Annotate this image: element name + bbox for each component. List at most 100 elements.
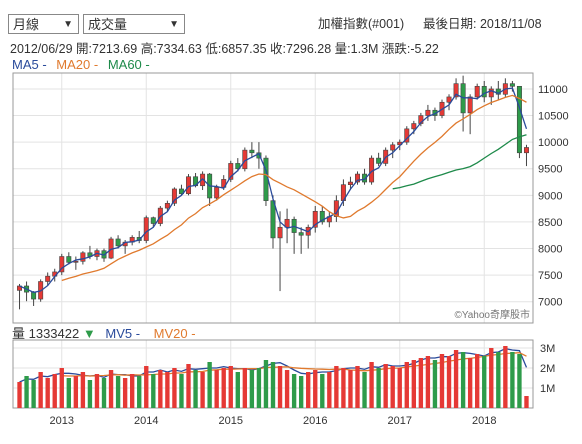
- volume-bar: [369, 362, 374, 408]
- candle-body: [270, 200, 276, 239]
- price-tick-label: 7500: [538, 270, 562, 282]
- candle-body: [298, 232, 304, 236]
- volume-bar: [284, 370, 290, 408]
- legend-mv5: MV5 -: [105, 326, 141, 341]
- x-tick-label: 2015: [219, 415, 243, 427]
- volume-bar: [496, 352, 501, 408]
- candle-body: [164, 203, 170, 209]
- volume-bar: [158, 370, 163, 408]
- volume-bar: [214, 370, 219, 408]
- candle-body: [509, 83, 515, 87]
- volume-bar: [355, 366, 360, 408]
- volume-bar: [376, 368, 381, 408]
- volume-bar: [249, 370, 255, 408]
- candle-body: [277, 226, 283, 239]
- candle-body: [284, 218, 290, 228]
- chevron-down-icon: ▼: [169, 19, 179, 30]
- candle-body: [263, 157, 269, 201]
- volume-bar: [503, 346, 508, 408]
- volume-bar: [151, 374, 156, 408]
- volume-bar: [510, 352, 515, 408]
- volume-bars: [17, 346, 529, 408]
- volume-bar: [460, 352, 466, 408]
- volume-bar: [94, 374, 100, 408]
- volume-bar: [122, 378, 128, 408]
- price-tick-label: 9000: [538, 190, 562, 202]
- chevron-down-icon: ▼: [63, 19, 73, 30]
- price-tick-label: 11000: [538, 84, 568, 96]
- readout-date: 2012/06/29: [10, 42, 73, 56]
- candle-body: [376, 157, 382, 164]
- volume-bar: [80, 372, 86, 408]
- candle-body: [355, 173, 360, 183]
- candle-body: [66, 256, 72, 263]
- volume-bar: [439, 354, 445, 408]
- x-tick-label: 2018: [472, 415, 496, 427]
- volume-bar: [87, 380, 93, 408]
- legend-ma20: MA20 -: [56, 57, 99, 72]
- candle-body: [45, 275, 51, 282]
- readout-open: 開:7213.69: [76, 42, 138, 56]
- candle-body: [80, 252, 86, 262]
- volume-bar: [256, 368, 262, 408]
- volume-bar: [390, 366, 395, 408]
- price-panel-frame: [12, 72, 534, 324]
- volume-bar: [221, 368, 226, 408]
- indicator-select[interactable]: 成交量 ▼: [83, 14, 185, 34]
- x-tick-label: 2014: [134, 415, 158, 427]
- volume-bar: [193, 370, 198, 408]
- period-select[interactable]: 月線 ▼: [8, 14, 79, 34]
- volume-bar: [242, 368, 248, 408]
- volume-bar: [404, 362, 409, 408]
- volume-bar: [17, 382, 22, 408]
- ma5-line: [19, 87, 528, 294]
- candle-body: [362, 173, 368, 183]
- legend-ma5: MA5 -: [12, 57, 47, 72]
- candle-body: [228, 163, 234, 180]
- price-tick-label: 8000: [538, 244, 562, 256]
- candle-body: [143, 217, 149, 241]
- volume-bar: [73, 376, 79, 408]
- readout-volume: 量:1.3M: [334, 42, 379, 56]
- down-arrow-icon: ▼: [82, 326, 96, 341]
- price-tick-label: 9500: [538, 164, 562, 176]
- candle-body: [186, 176, 191, 195]
- candle-body: [150, 217, 156, 224]
- ma-legend: MA5 - MA20 - MA60 -: [12, 57, 156, 72]
- volume-bar: [432, 360, 438, 408]
- index-name: 加權指數(#001): [318, 17, 405, 31]
- volume-bar: [101, 378, 107, 408]
- volume-bar: [59, 368, 64, 408]
- candle-body: [523, 147, 529, 154]
- volume-tick-label: 3M: [540, 343, 555, 355]
- candles: [17, 75, 529, 310]
- volume-bar: [418, 358, 424, 408]
- x-tick-label: 2013: [50, 415, 74, 427]
- volume-bar: [298, 376, 304, 408]
- volume-bar: [383, 364, 388, 408]
- volume-bar: [362, 372, 367, 408]
- candle-body: [200, 173, 206, 187]
- readout-high: 高:7334.63: [140, 42, 202, 56]
- volume-tick-label: 1M: [540, 383, 555, 395]
- volume-bar: [482, 356, 487, 408]
- volume-bar: [291, 374, 297, 408]
- volume-bar: [397, 368, 402, 408]
- volume-bar: [334, 366, 339, 408]
- readout-close: 收:7296.28: [270, 42, 332, 56]
- volume-bar: [475, 354, 480, 408]
- readout-change: 漲跌:-5.22: [381, 42, 439, 56]
- volume-bar: [348, 370, 353, 408]
- volume-bar: [327, 372, 332, 408]
- candle-body: [516, 85, 522, 154]
- volume-bar: [313, 370, 318, 408]
- volume-legend: 量 1333422 ▼ MV5 - MV20 -: [12, 323, 196, 342]
- volume-bar: [207, 362, 212, 408]
- axes: 2013 2014 2015 2016 2017 2018 7000 7500 8000 8500…: [50, 84, 569, 427]
- volume-bar: [31, 380, 36, 408]
- volume-bar: [172, 368, 177, 408]
- volume-bar: [228, 366, 233, 408]
- volume-bar: [200, 372, 205, 408]
- price-tick-label: 10000: [538, 137, 569, 149]
